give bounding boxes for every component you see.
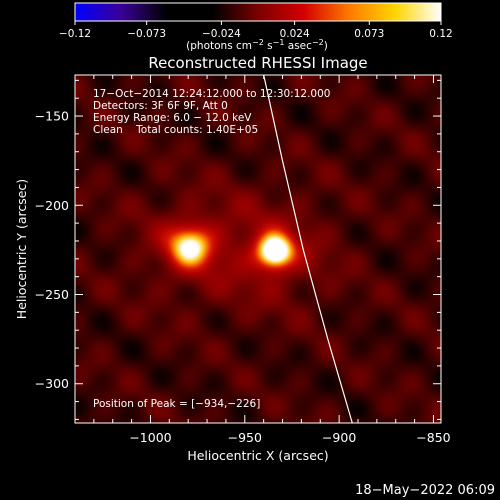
chart-title: Reconstructed RHESSI Image	[148, 54, 367, 72]
x-axis: −1000 −950 −900 −850	[93, 75, 451, 445]
info-line-clean: Clean Total counts: 1.40E+05	[93, 124, 258, 136]
y-axis-label: Heliocentric Y (arcsec)	[14, 179, 29, 319]
colorbar-tick-label: −0.073	[127, 28, 166, 40]
colorbar-unit-exponent: −2	[312, 38, 324, 47]
colorbar-tick-label: −0.12	[59, 28, 91, 40]
plot-frame	[74, 74, 442, 424]
colorbar-tick-label: −0.024	[202, 28, 241, 40]
peak-position-label: Position of Peak = [−934,−226]	[93, 398, 260, 410]
colorbar-ticks: −0.12 −0.073 −0.024 0.024 0.073 0.12	[59, 21, 453, 40]
info-line-detectors: Detectors: 3F 6F 9F, Att 0	[93, 100, 228, 112]
y-axis: −150 −200 −250 −300	[35, 79, 441, 420]
heatmap-image	[75, 75, 441, 423]
x-tick-label: −850	[416, 430, 450, 445]
y-tick-label: −250	[35, 287, 69, 302]
y-tick-label: −150	[35, 109, 69, 124]
x-tick-label: −1000	[129, 430, 171, 445]
solar-limb-line	[263, 75, 353, 423]
colorbar-unit-part: (photons cm	[186, 40, 252, 52]
colorbar-tick-label: 0.024	[280, 28, 310, 40]
y-tick-label: −300	[35, 376, 69, 391]
info-block: 17−Oct−2014 12:24:12.000 to 12:30:12.000…	[93, 88, 330, 136]
colorbar-unit-part: s	[264, 40, 273, 52]
colorbar-unit-exponent: −1	[273, 38, 285, 47]
info-line-energy: Energy Range: 6.0 − 12.0 keV	[93, 112, 252, 124]
info-line-time: 17−Oct−2014 12:24:12.000 to 12:30:12.000	[93, 88, 330, 100]
x-tick-label: −950	[228, 430, 262, 445]
colorbar-gradient	[74, 2, 442, 22]
colorbar-unit-part: )	[324, 40, 328, 52]
y-tick-label: −200	[35, 198, 69, 213]
x-axis-label: Heliocentric X (arcsec)	[187, 448, 328, 463]
x-tick-label: −900	[322, 430, 356, 445]
colorbar-unit-part: asec	[284, 40, 312, 52]
colorbar: −0.12 −0.073 −0.024 0.024 0.073 0.12 (photons…	[59, 2, 453, 52]
colorbar-unit-label: (photons cm−2 s−1 asec−2)	[186, 38, 328, 52]
footer-timestamp: 18−May−2022 06:09	[355, 483, 495, 498]
colorbar-tick-label: 0.12	[429, 28, 452, 40]
colorbar-tick-label: 0.073	[354, 28, 384, 40]
plot-area: 17−Oct−2014 12:24:12.000 to 12:30:12.000…	[74, 74, 442, 424]
colorbar-unit-exponent: −2	[252, 38, 264, 47]
